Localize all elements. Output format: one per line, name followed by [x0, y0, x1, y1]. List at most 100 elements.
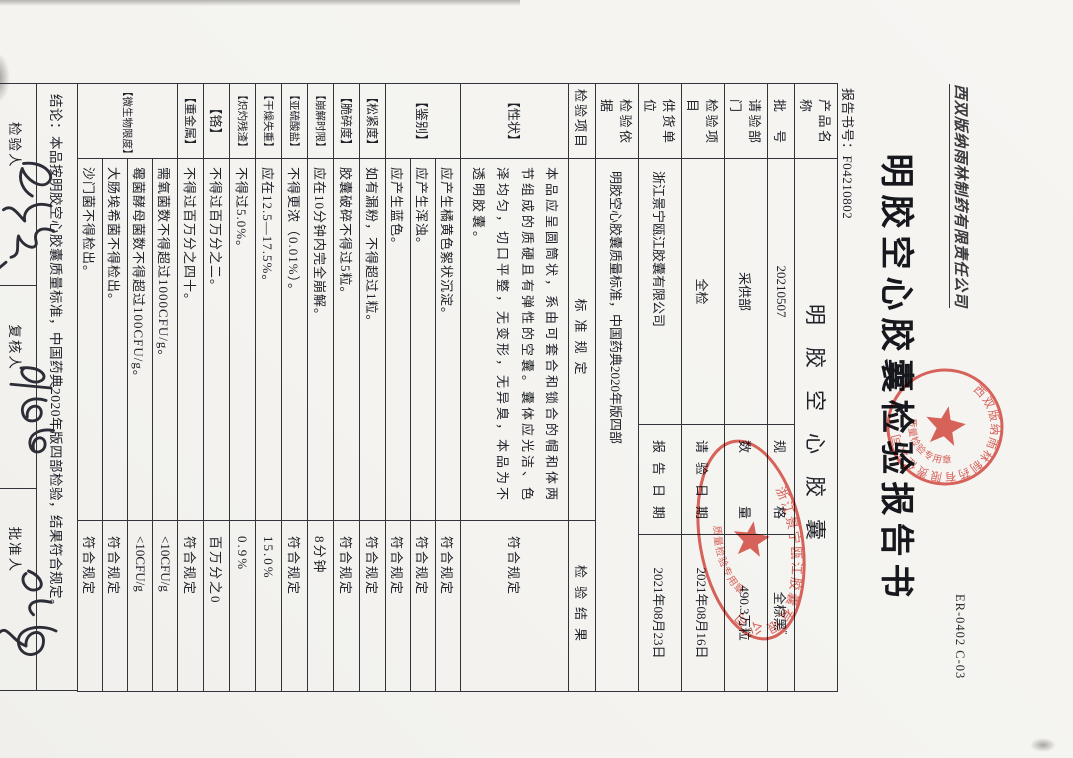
company-letterhead: 西双版纳雨林制药有限责任公司 — [949, 84, 972, 309]
result-text: <10CFU/g — [127, 520, 153, 692]
row-basis: 检验依据 明胶空心胶囊质量标准，中国药典2020年版四部 — [595, 83, 639, 692]
result-text: 符合规定 — [177, 520, 204, 692]
test-label-zhongjinshu: 【重金属】 — [177, 83, 204, 159]
result-text: 符合规定 — [333, 520, 360, 692]
test-row: 【性状】 本品应呈圆筒状，系由可套合和锁合的帽和体两节组成的质硬且有弹性的空囊。… — [460, 83, 569, 692]
signature-cell-approver: 批准人 — [0, 489, 58, 690]
report-number-line: 报告书号：F04210802 — [839, 88, 858, 219]
standard-text: 应在12.5—17.5%。 — [255, 158, 282, 521]
star-icon — [733, 521, 770, 557]
result-text: 15.0% — [255, 520, 282, 692]
test-row: 应产生蓝色。 符合规定 — [385, 84, 411, 692]
test-row: 【亚硫酸盐】 不得更浓（0.01%）。 符合规定 — [281, 83, 308, 692]
test-row: 【微生物限度】 需氧菌数不得超过1000CFU/g。 <10CFU/g — [77, 83, 178, 692]
rep-date-label: 报告日期 — [651, 440, 667, 519]
col-header-result: 检验结果 — [568, 520, 596, 692]
batch-value: 20210507 — [767, 158, 795, 425]
result-text: 0.9% — [229, 520, 256, 692]
result-text: 8分钟 — [307, 520, 334, 692]
quality-stamp-round: 西双版纳雨林制药有限责任公司 质量检验专用章 — [885, 368, 1010, 491]
test-row: 应产生浑浊。 符合规定 — [410, 84, 436, 692]
test-label-weishengwu: 【微生物限度】 — [77, 83, 178, 159]
dept-label-cell: 请验部门 — [724, 83, 768, 159]
standard-text: 需氧菌数不得超过1000CFU/g。 — [152, 158, 178, 521]
test-label-chizhuocanzha: 【炽灼残渣】 — [229, 83, 256, 159]
batch-label: 批 号 — [772, 99, 788, 143]
result-text: 符合规定 — [77, 520, 103, 692]
test-label-jianbie: 【鉴别】 — [385, 83, 461, 159]
result-text: 符合规定 — [435, 520, 461, 692]
standard-text: 应产生蓝色。 — [385, 158, 411, 521]
standard-text: 应在10分钟内完全崩解。 — [307, 158, 334, 521]
test-row: 【铬】 不得过百万分之二。 百万分之0 — [203, 83, 230, 692]
col-header-item: 检验项目 — [568, 83, 596, 159]
test-label-cuisuidu: 【脆碎度】 — [333, 83, 360, 159]
reviewer-signature-handwriting — [9, 366, 55, 454]
product-label-cell: 产品名称 — [794, 83, 838, 159]
scan-edge-artifact — [0, 0, 520, 6]
supplier-stamp-oval: 浙江景宁瓯江胶囊有限公司 质量检验专用章 — [696, 439, 819, 643]
result-text: 百万分之0 — [203, 520, 230, 692]
insp-item-label: 检验项目 — [685, 99, 719, 143]
test-label-ge: 【铬】 — [203, 83, 230, 159]
test-row: 【松紧度】 如有漏粉，不得超过1粒。 符合规定 — [359, 83, 386, 692]
result-text: 符合规定 — [102, 520, 128, 692]
insp-item-value: 全检 — [681, 158, 725, 425]
result-text: 符合规定 — [359, 520, 386, 692]
standard-text: 不得更浓（0.01%）。 — [281, 158, 308, 521]
test-label-bengjie: 【崩解时限】 — [307, 83, 334, 159]
standard-text: 如有漏粉，不得超过1粒。 — [359, 158, 386, 521]
star-icon — [926, 406, 966, 446]
test-row: 【鉴别】 应产生橘黄色絮状沉淀。 符合规定 — [385, 83, 461, 692]
basis-label-cell: 检验依据 — [595, 83, 639, 159]
inspector-signature-handwriting — [0, 161, 55, 270]
signature-cell-reviewer: 复核人 — [0, 286, 55, 489]
test-row: 【重金属】 不得过百万分之四十。 符合规定 — [177, 83, 204, 692]
form-code: ER-0402 C-03 — [953, 594, 967, 680]
rep-date-label-cell: 报告日期 — [638, 424, 682, 535]
standard-text: 不得过百万分之四十。 — [177, 158, 204, 521]
test-label-ganzaoshizhong: 【干燥失重】 — [255, 83, 282, 159]
test-label-xingzhuang: 【性状】 — [460, 83, 569, 159]
result-text: 符合规定 — [460, 520, 569, 692]
test-table-header: 检验项目 标准规定 检验结果 — [568, 83, 596, 692]
test-row: 【崩解时限】 应在10分钟内完全崩解。 8分钟 — [307, 83, 334, 692]
standard-text: 大肠埃希菌不得检出。 — [102, 158, 128, 521]
row-supplier-repdate: 供货单位 浙江景宁瓯江胶囊有限公司 报告日期 2021年08月23日 — [638, 83, 682, 692]
test-label-yaliusuanyan: 【亚硫酸盐】 — [281, 83, 308, 159]
standard-text: 胶囊破碎不得过5粒。 — [333, 158, 360, 521]
basis-label: 检验依据 — [599, 99, 633, 143]
test-label-songjindu: 【松紧度】 — [359, 83, 386, 159]
col-header-standard: 标准规定 — [568, 158, 596, 521]
test-row: 霉菌酵母菌数不得超过100CFU/g。 <10CFU/g — [127, 84, 153, 692]
test-row: 大肠埃希菌不得检出。 符合规定 — [102, 84, 128, 692]
dept-value: 采供部 — [724, 158, 768, 425]
insp-item-label-cell: 检验项目 — [681, 83, 725, 159]
result-text: 符合规定 — [281, 520, 308, 692]
approver-signature-handwriting — [0, 569, 58, 656]
standard-text: 不得过5.0%。 — [229, 158, 256, 521]
supplier-label: 供货单位 — [642, 99, 676, 143]
supplier-label-cell: 供货单位 — [638, 83, 682, 159]
test-row: 【炽灼残渣】 不得过5.0%。 0.9% — [229, 83, 256, 692]
dept-label: 请验部门 — [728, 99, 762, 143]
standard-text: 霉菌酵母菌数不得超过100CFU/g。 — [127, 158, 153, 521]
scan-blot-artifact — [1030, 738, 1056, 752]
report-form: 产品名称 明胶空心胶囊 批 号 20210507 规 格 全棕黑″ 请验部门 采… — [0, 83, 838, 692]
batch-label-cell: 批 号 — [767, 83, 795, 159]
standard-text: 应产生浑浊。 — [410, 158, 436, 521]
supplier-value: 浙江景宁瓯江胶囊有限公司 — [638, 158, 682, 425]
standard-text: 本品应呈圆筒状，系由可套合和锁合的帽和体两节组成的质硬且有弹性的空囊。囊体应光洁… — [460, 158, 569, 521]
basis-value: 明胶空心胶囊质量标准，中国药典2020年版四部 — [595, 158, 639, 692]
test-row: 【干燥失重】 应在12.5—17.5%。 15.0% — [255, 83, 282, 692]
scan-blot-artifact — [0, 52, 10, 104]
signature-row: 检验人 复核人 — [0, 83, 58, 691]
standard-text: 沙门菌不得检出。 — [77, 158, 103, 521]
test-row: 【脆碎度】 胶囊破碎不得过5粒。 符合规定 — [333, 83, 360, 692]
product-label: 产品名称 — [798, 99, 832, 143]
report-number-label: 报告书号： — [840, 88, 855, 156]
result-text: 符合规定 — [385, 520, 411, 692]
rep-date-value: 2021年08月23日 — [638, 534, 682, 692]
